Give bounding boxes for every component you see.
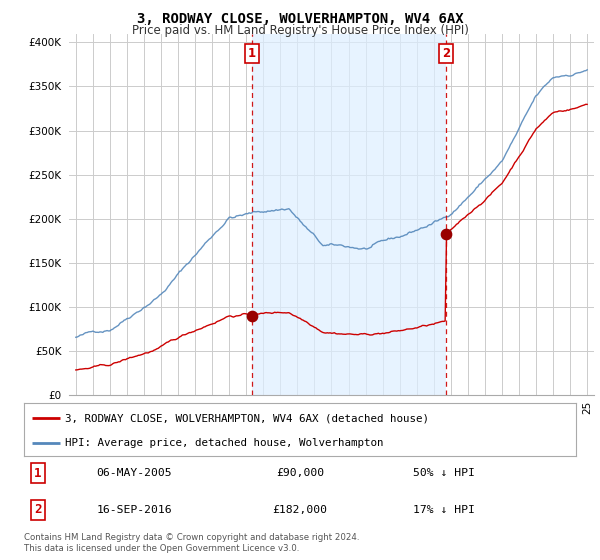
Text: £182,000: £182,000 [272, 505, 328, 515]
Text: Contains HM Land Registry data © Crown copyright and database right 2024.
This d: Contains HM Land Registry data © Crown c… [24, 533, 359, 553]
Text: 3, RODWAY CLOSE, WOLVERHAMPTON, WV4 6AX (detached house): 3, RODWAY CLOSE, WOLVERHAMPTON, WV4 6AX … [65, 413, 430, 423]
Text: 2: 2 [442, 47, 450, 60]
Text: Price paid vs. HM Land Registry's House Price Index (HPI): Price paid vs. HM Land Registry's House … [131, 24, 469, 36]
Point [441, 230, 451, 239]
Text: 1: 1 [34, 466, 41, 480]
Text: £90,000: £90,000 [276, 468, 324, 478]
Text: 06-MAY-2005: 06-MAY-2005 [97, 468, 172, 478]
Text: 3, RODWAY CLOSE, WOLVERHAMPTON, WV4 6AX: 3, RODWAY CLOSE, WOLVERHAMPTON, WV4 6AX [137, 12, 463, 26]
Text: HPI: Average price, detached house, Wolverhampton: HPI: Average price, detached house, Wolv… [65, 438, 384, 448]
Point [247, 311, 257, 320]
Text: 16-SEP-2016: 16-SEP-2016 [97, 505, 172, 515]
Text: 1: 1 [248, 47, 256, 60]
Bar [252, 34, 446, 395]
Text: 2: 2 [34, 503, 41, 516]
Text: 50% ↓ HPI: 50% ↓ HPI [413, 468, 475, 478]
Text: 17% ↓ HPI: 17% ↓ HPI [413, 505, 475, 515]
